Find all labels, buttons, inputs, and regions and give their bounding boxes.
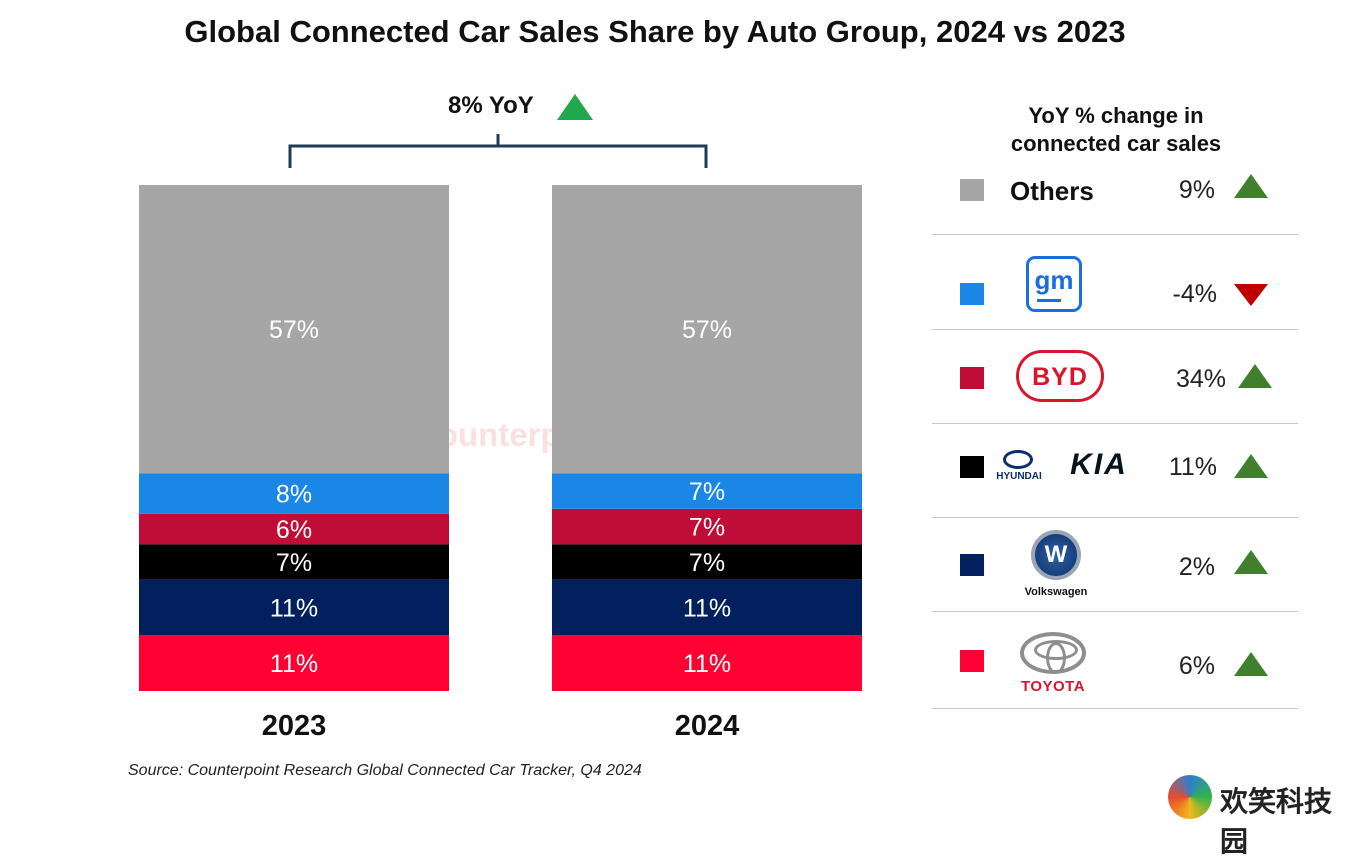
bar-segment-hyundai-kia-2023 bbox=[139, 544, 449, 580]
legend-change-others: 9% bbox=[1178, 176, 1215, 204]
yoy-annotation: 8% YoY bbox=[448, 92, 534, 119]
bar-segment-volkswagen-2023 bbox=[139, 579, 449, 636]
yoy-bracket bbox=[288, 134, 708, 168]
volkswagen-logo: W Volkswagen bbox=[1016, 530, 1096, 600]
chart-title: Global Connected Car Sales Share by Auto… bbox=[184, 14, 1126, 49]
legend-swatch-hyundai-kia bbox=[960, 456, 984, 478]
data-label-toyota-2023: 11% bbox=[270, 650, 318, 678]
bar-segment-others-2024 bbox=[552, 185, 862, 474]
legend-change-toyota: 6% bbox=[1178, 652, 1215, 680]
legend-change-byd: 34% bbox=[1175, 365, 1226, 393]
kia-logo: KIA bbox=[1070, 448, 1128, 481]
legend-divider bbox=[932, 423, 1298, 424]
data-label-volkswagen-2024: 11% bbox=[683, 595, 731, 623]
legend-label-others: Others bbox=[1010, 176, 1094, 206]
data-label-byd-2024: 7% bbox=[689, 514, 725, 542]
data-label-others-2024: 57% bbox=[682, 316, 732, 344]
byd-logo: BYD bbox=[1016, 350, 1104, 402]
bar-segment-volkswagen-2024 bbox=[552, 579, 862, 636]
toyota-emblem-icon bbox=[1020, 632, 1086, 674]
bar-segment-others-2023 bbox=[139, 185, 449, 474]
legend-swatch-gm bbox=[960, 283, 984, 305]
hyundai-logo: HYUNDAI bbox=[992, 450, 1046, 486]
bar-segment-gm-2023 bbox=[139, 473, 449, 514]
volkswagen-emblem-icon: W bbox=[1031, 530, 1081, 580]
site-logo-icon bbox=[1168, 775, 1212, 819]
bar-segment-gm-2024 bbox=[552, 473, 862, 509]
gm-logo-text: gm bbox=[1034, 265, 1074, 295]
source-note: Source: Counterpoint Research Global Con… bbox=[128, 762, 642, 779]
bar-segment-toyota-2023 bbox=[139, 635, 449, 691]
x-tick-2023: 2023 bbox=[261, 710, 327, 742]
data-label-gm-2023: 8% bbox=[276, 481, 312, 509]
volkswagen-logo-text: Volkswagen bbox=[1024, 586, 1088, 598]
legend-heading: YoY % change in connected car sales bbox=[968, 102, 1264, 158]
data-label-hyundai-kia-2024: 7% bbox=[689, 549, 725, 577]
legend-swatch-volkswagen bbox=[960, 554, 984, 576]
bar-segment-hyundai-kia-2024 bbox=[552, 544, 862, 580]
up-arrow-icon bbox=[1234, 652, 1268, 676]
toyota-logo: TOYOTA bbox=[1014, 632, 1094, 695]
x-tick-2024: 2024 bbox=[674, 710, 740, 742]
bar-segment-byd-2024 bbox=[552, 508, 862, 545]
legend-change-hyundai-kia: 11% bbox=[1168, 453, 1217, 481]
gm-logo-underline bbox=[1037, 299, 1061, 302]
legend-divider bbox=[932, 517, 1298, 518]
legend-divider bbox=[932, 708, 1298, 709]
data-label-hyundai-kia-2023: 7% bbox=[276, 549, 312, 577]
legend-heading-line1: YoY % change in bbox=[1028, 103, 1204, 128]
site-watermark-text: 欢笑科技园 bbox=[1220, 786, 1333, 857]
down-arrow-icon bbox=[1234, 284, 1268, 306]
data-label-toyota-2024: 11% bbox=[683, 650, 731, 678]
gm-logo: gm bbox=[1026, 256, 1082, 312]
legend-swatch-others bbox=[960, 179, 984, 201]
hyundai-logo-text: HYUNDAI bbox=[996, 471, 1042, 482]
up-arrow-icon bbox=[1234, 550, 1268, 574]
data-label-byd-2023: 6% bbox=[276, 516, 312, 544]
legend-change-gm: -4% bbox=[1172, 280, 1217, 308]
data-label-gm-2024: 7% bbox=[689, 478, 725, 506]
bar-segment-byd-2023 bbox=[139, 513, 449, 545]
data-label-others-2023: 57% bbox=[269, 316, 319, 344]
toyota-logo-text: TOYOTA bbox=[1020, 678, 1086, 695]
legend-swatch-byd bbox=[960, 367, 984, 389]
hyundai-emblem-icon bbox=[1003, 450, 1033, 469]
bar-segment-toyota-2024 bbox=[552, 635, 862, 691]
stacked-bar-chart: 11% 11% 7% 6% 8% 57% 11% 11% 7% 7% 7% 57% bbox=[139, 185, 862, 691]
up-arrow-icon bbox=[557, 94, 593, 120]
byd-logo-text: BYD bbox=[1032, 363, 1088, 391]
legend-heading-line2: connected car sales bbox=[1010, 131, 1222, 156]
data-label-volkswagen-2023: 11% bbox=[270, 595, 318, 623]
legend-divider bbox=[932, 234, 1298, 235]
up-arrow-icon bbox=[1234, 454, 1268, 478]
up-arrow-icon bbox=[1238, 364, 1272, 388]
legend-swatch-toyota bbox=[960, 650, 984, 672]
legend-change-volkswagen: 2% bbox=[1178, 553, 1215, 581]
legend-divider bbox=[932, 329, 1298, 330]
legend-divider bbox=[932, 611, 1298, 612]
up-arrow-icon bbox=[1234, 174, 1268, 198]
